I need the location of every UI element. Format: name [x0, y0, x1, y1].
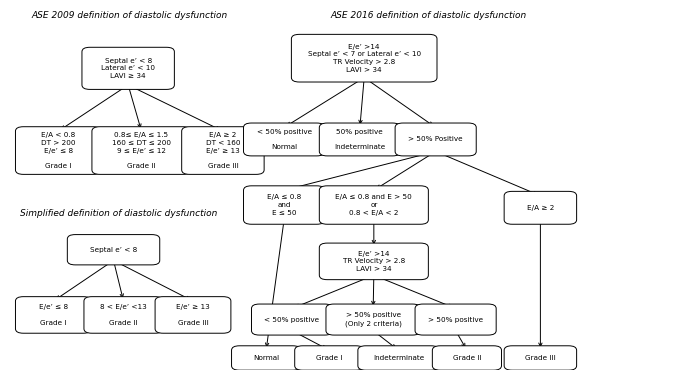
FancyBboxPatch shape: [295, 346, 364, 370]
FancyBboxPatch shape: [319, 123, 401, 156]
Text: E/A ≥ 2
DT < 160
E/e’ ≥ 13

Grade III: E/A ≥ 2 DT < 160 E/e’ ≥ 13 Grade III: [206, 132, 240, 169]
Text: Grade II: Grade II: [453, 355, 482, 361]
Text: > 50% positive
(Only 2 criteria): > 50% positive (Only 2 criteria): [345, 312, 401, 327]
Text: < 50% positive: < 50% positive: [264, 317, 320, 323]
FancyBboxPatch shape: [16, 127, 101, 174]
Text: Simplified definition of diastolic dysfunction: Simplified definition of diastolic dysfu…: [20, 209, 217, 218]
Text: E/e’ >14
Septal e’ < 7 or Lateral e’ < 10
TR Velocity > 2.8
LAVI > 34: E/e’ >14 Septal e’ < 7 or Lateral e’ < 1…: [308, 44, 421, 73]
Text: ASE 2016 definition of diastolic dysfunction: ASE 2016 definition of diastolic dysfunc…: [331, 11, 527, 20]
Text: Normal: Normal: [253, 355, 279, 361]
FancyBboxPatch shape: [319, 186, 428, 224]
FancyBboxPatch shape: [251, 304, 333, 335]
FancyBboxPatch shape: [16, 297, 91, 333]
FancyBboxPatch shape: [415, 304, 496, 335]
FancyBboxPatch shape: [504, 346, 577, 370]
Text: E/A < 0.8
DT > 200
E/e’ ≤ 8

Grade I: E/A < 0.8 DT > 200 E/e’ ≤ 8 Grade I: [41, 132, 75, 169]
Text: 0.8≤ E/A ≤ 1.5
160 ≤ DT ≤ 200
9 ≤ E/e’ ≤ 12

Grade II: 0.8≤ E/A ≤ 1.5 160 ≤ DT ≤ 200 9 ≤ E/e’ ≤…: [112, 132, 171, 169]
FancyBboxPatch shape: [319, 243, 428, 280]
FancyBboxPatch shape: [182, 127, 264, 174]
Text: < 50% positive

Normal: < 50% positive Normal: [256, 129, 312, 150]
FancyBboxPatch shape: [291, 34, 437, 82]
Text: E/A ≤ 0.8
and
E ≤ 50: E/A ≤ 0.8 and E ≤ 50: [267, 194, 301, 216]
FancyBboxPatch shape: [82, 47, 175, 90]
FancyBboxPatch shape: [326, 304, 421, 335]
FancyBboxPatch shape: [244, 186, 325, 224]
Text: ASE 2009 definition of diastolic dysfunction: ASE 2009 definition of diastolic dysfunc…: [32, 11, 228, 20]
Text: Indeterminate: Indeterminate: [373, 355, 424, 361]
FancyBboxPatch shape: [432, 346, 501, 370]
Text: E/A ≥ 2: E/A ≥ 2: [527, 205, 554, 211]
Text: > 50% Positive: > 50% Positive: [408, 137, 463, 142]
FancyBboxPatch shape: [358, 346, 439, 370]
Text: Septal e’ < 8
Lateral e’ < 10
LAVI ≥ 34: Septal e’ < 8 Lateral e’ < 10 LAVI ≥ 34: [101, 58, 155, 79]
FancyBboxPatch shape: [232, 346, 301, 370]
Text: E/e’ ≤ 8

Grade I: E/e’ ≤ 8 Grade I: [39, 304, 68, 326]
Text: E/e’ ≥ 13

Grade III: E/e’ ≥ 13 Grade III: [176, 304, 210, 326]
FancyBboxPatch shape: [67, 235, 160, 265]
FancyBboxPatch shape: [244, 123, 325, 156]
Text: > 50% positive: > 50% positive: [428, 317, 483, 323]
FancyBboxPatch shape: [92, 127, 191, 174]
FancyBboxPatch shape: [155, 297, 231, 333]
FancyBboxPatch shape: [504, 191, 577, 224]
Text: 50% positive

Indeterminate: 50% positive Indeterminate: [334, 129, 386, 150]
FancyBboxPatch shape: [84, 297, 163, 333]
Text: E/A ≤ 0.8 and E > 50
or
0.8 < E/A < 2: E/A ≤ 0.8 and E > 50 or 0.8 < E/A < 2: [336, 194, 412, 216]
Text: Septal e’ < 8: Septal e’ < 8: [90, 247, 137, 253]
Text: E/e’ >14
TR Velocity > 2.8
LAVI > 34: E/e’ >14 TR Velocity > 2.8 LAVI > 34: [342, 250, 405, 272]
Text: Grade III: Grade III: [525, 355, 556, 361]
Text: Grade I: Grade I: [316, 355, 342, 361]
FancyBboxPatch shape: [395, 123, 476, 156]
Text: 8 < E/e’ <13

Grade II: 8 < E/e’ <13 Grade II: [100, 304, 147, 326]
